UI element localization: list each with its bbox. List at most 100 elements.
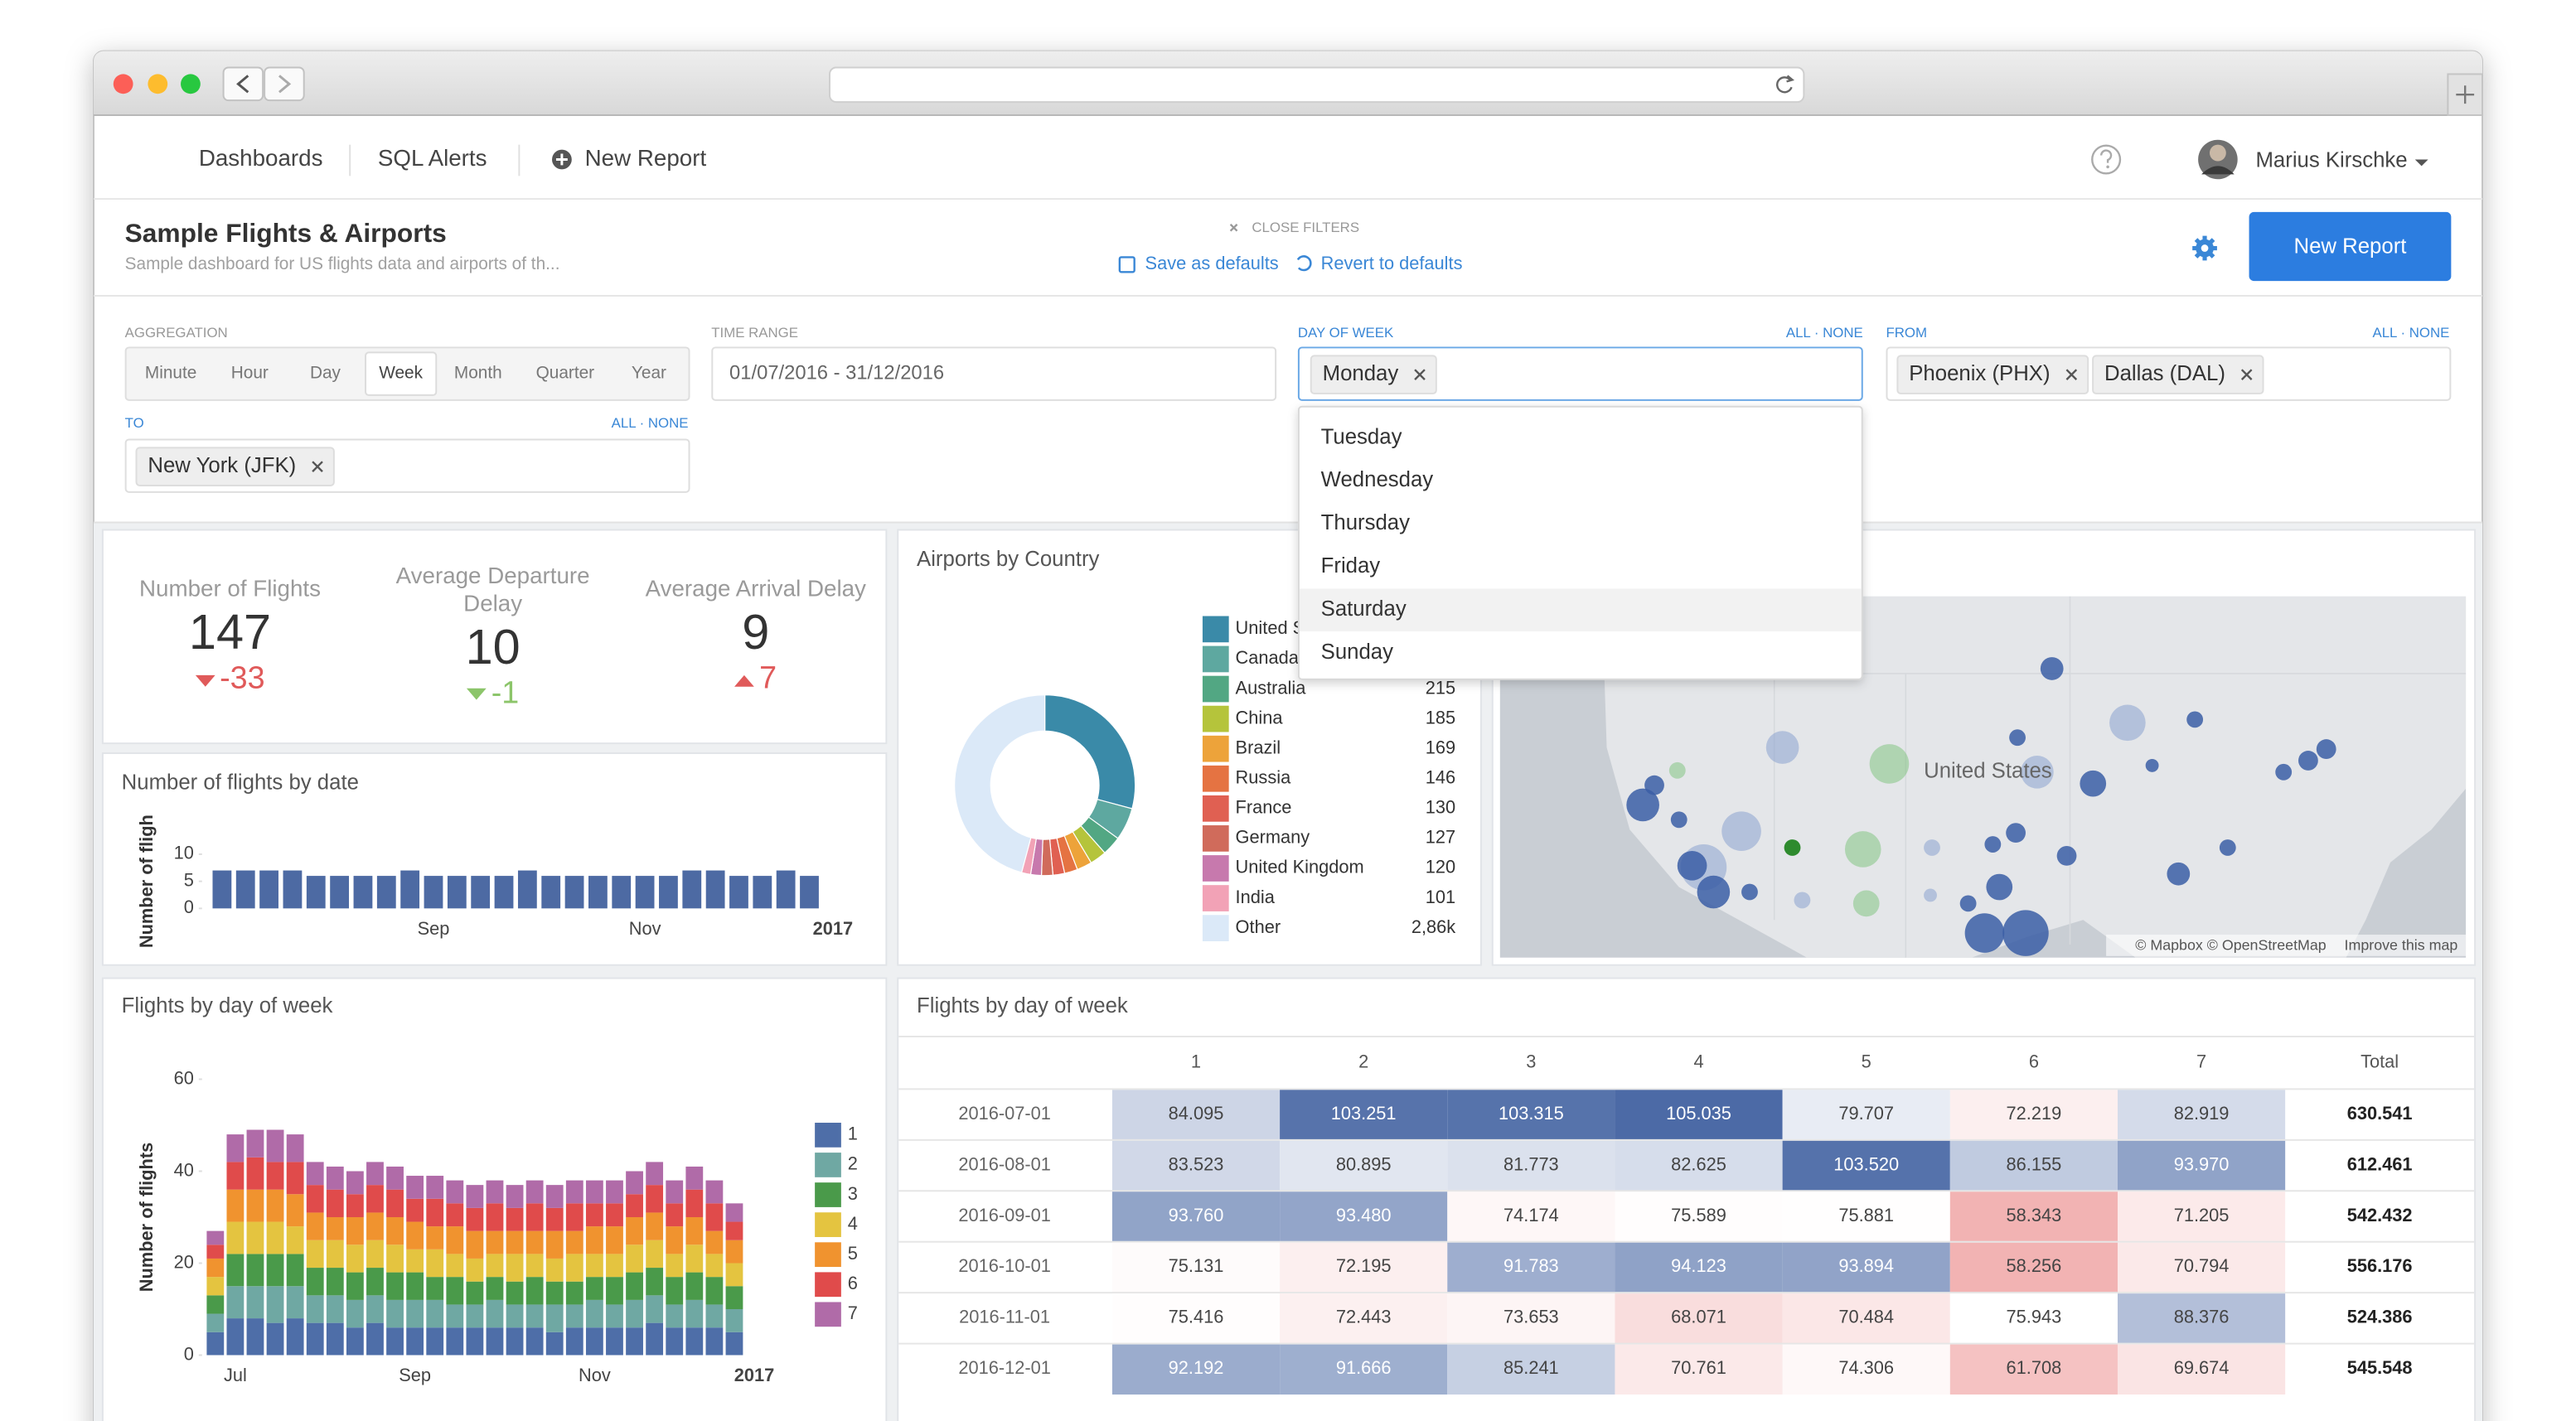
nav-new-report[interactable]: New Report xyxy=(585,145,707,171)
bar-segment xyxy=(666,1180,684,1204)
table-cell: 79.707 xyxy=(1838,1103,1894,1124)
close-button[interactable] xyxy=(113,74,133,94)
bar-segment xyxy=(406,1272,424,1300)
bar-segment xyxy=(406,1249,424,1273)
heat-cell xyxy=(2117,1191,2286,1242)
bar-segment xyxy=(525,1277,544,1305)
dropdown-option[interactable]: Tuesday xyxy=(1321,425,1402,448)
aggregation-option[interactable]: Day xyxy=(310,364,341,383)
table-cell: 61.708 xyxy=(2007,1357,2062,1378)
aggregation-option[interactable]: Quarter xyxy=(536,364,595,383)
bar-segment xyxy=(406,1299,424,1328)
column-header: 4 xyxy=(1693,1051,1703,1071)
bar-segment xyxy=(626,1272,643,1300)
legend-label: United Kingdom xyxy=(1236,857,1364,877)
column-header: 6 xyxy=(2029,1051,2039,1071)
bar-segment xyxy=(366,1162,384,1186)
bar-segment xyxy=(606,1203,623,1227)
dropdown-option[interactable]: Saturday xyxy=(1321,597,1407,621)
back-button[interactable] xyxy=(222,66,264,102)
attribution-bg xyxy=(2106,935,2467,956)
bar-segment xyxy=(206,1245,225,1259)
table-cell: 75.589 xyxy=(1671,1205,1726,1225)
reload-icon[interactable] xyxy=(1776,76,1793,94)
map-link[interactable]: Improve this map xyxy=(2345,937,2458,954)
aggregation-option[interactable]: Week xyxy=(379,364,423,383)
user-name[interactable]: Marius Kirschke xyxy=(2255,148,2407,172)
delta-value: -1 xyxy=(491,675,520,711)
column-header: Total xyxy=(2361,1051,2399,1071)
legend-label: Brazil xyxy=(1236,737,1281,757)
day-of-week-input[interactable] xyxy=(1297,346,1863,401)
forward-button[interactable] xyxy=(264,66,305,102)
map-marker xyxy=(2009,729,2026,747)
tag-remove[interactable] xyxy=(2240,369,2253,380)
map[interactable] xyxy=(1499,596,2467,958)
aggregation-option[interactable]: Hour xyxy=(231,364,269,383)
bar xyxy=(776,870,796,909)
close-filters[interactable]: CLOSE FILTERS xyxy=(1252,220,1359,235)
bar-segment xyxy=(226,1286,245,1319)
legend-swatch xyxy=(1202,645,1229,673)
heat-cell xyxy=(1949,1242,2118,1293)
table-cell: 83.523 xyxy=(1169,1153,1224,1174)
revert-defaults[interactable]: Revert to defaults xyxy=(1321,253,1463,273)
x-tick-label: Jul xyxy=(224,1365,247,1385)
bar xyxy=(212,870,232,909)
bar-segment xyxy=(406,1176,424,1199)
time-range-value[interactable]: 01/07/2016 - 31/12/2016 xyxy=(729,361,944,384)
bar-segment xyxy=(626,1245,643,1273)
bar-segment xyxy=(426,1249,444,1278)
bar-segment xyxy=(326,1322,344,1356)
value-label: 169 xyxy=(1426,737,1455,757)
time-range-input[interactable] xyxy=(711,346,1277,401)
aggregation-option[interactable]: Month xyxy=(454,364,502,383)
nav-link[interactable]: SQL Alerts xyxy=(378,145,487,171)
close-filters-icon xyxy=(1229,223,1238,232)
settings-icon[interactable] xyxy=(2192,235,2217,261)
value-label: 185 xyxy=(1426,707,1455,727)
dropdown-option[interactable]: Thursday xyxy=(1321,511,1410,534)
map-marker xyxy=(2056,846,2077,866)
table-cell: 72.219 xyxy=(2007,1103,2062,1124)
save-defaults[interactable]: Save as defaults xyxy=(1145,253,1279,273)
map-marker xyxy=(1924,839,1940,856)
help-icon[interactable] xyxy=(2091,144,2122,175)
all-none[interactable]: ALL · NONE xyxy=(1786,325,1863,341)
nav-link[interactable]: Dashboards xyxy=(199,145,323,171)
dropdown-option[interactable]: Friday xyxy=(1321,554,1381,578)
table-cell: 612.461 xyxy=(2347,1153,2413,1174)
new-report-button[interactable] xyxy=(2249,211,2452,282)
tag-label: Dallas (DAL) xyxy=(2104,362,2225,385)
heat-cell xyxy=(2117,1090,2286,1140)
bar-segment xyxy=(426,1299,444,1328)
chart-title: Number of flights by date xyxy=(122,771,359,795)
value-label: 127 xyxy=(1426,827,1455,848)
bar xyxy=(259,870,278,909)
tag-remove[interactable] xyxy=(1414,369,1426,380)
zoom-button[interactable] xyxy=(181,74,201,94)
minimize-button[interactable] xyxy=(148,74,168,94)
legend-swatch xyxy=(1202,915,1229,941)
dropdown-option[interactable]: Wednesday xyxy=(1321,468,1434,491)
tag-remove[interactable] xyxy=(2065,369,2078,380)
all-none[interactable]: ALL · NONE xyxy=(2372,325,2449,341)
button-label[interactable]: New Report xyxy=(2293,234,2406,258)
tag-remove[interactable] xyxy=(312,461,323,472)
bar xyxy=(564,876,584,909)
map-marker xyxy=(2167,862,2191,886)
dropdown-option[interactable]: Sunday xyxy=(1321,640,1393,664)
kpi-value: 10 xyxy=(465,620,521,674)
aggregation-option[interactable]: Minute xyxy=(145,364,196,383)
bar-segment xyxy=(306,1322,324,1356)
all-none[interactable]: ALL · NONE xyxy=(612,415,689,431)
bar-segment xyxy=(486,1277,504,1300)
table-cell: 70.484 xyxy=(1838,1307,1894,1327)
aggregation-option[interactable]: Year xyxy=(632,364,666,383)
address-bar[interactable] xyxy=(828,66,1805,104)
bar-segment xyxy=(306,1295,324,1323)
save-icon xyxy=(1118,256,1135,273)
bar xyxy=(635,876,655,909)
heat-cell xyxy=(1280,1090,1448,1140)
